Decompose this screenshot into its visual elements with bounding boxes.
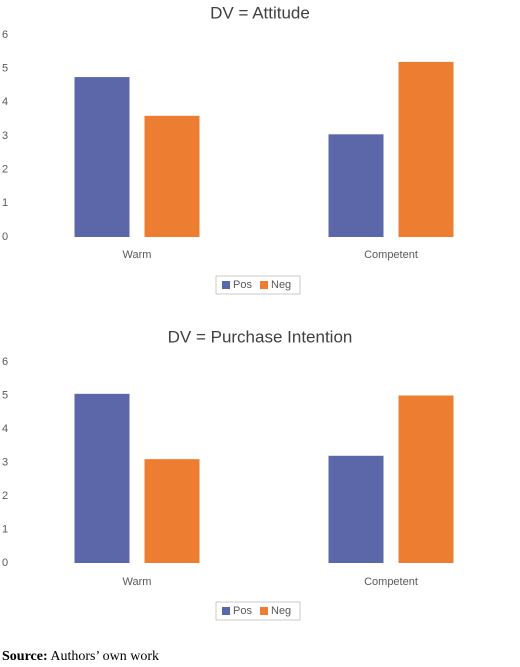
x-tick-label: Warm xyxy=(123,576,152,588)
y-tick-label: 3 xyxy=(2,456,8,468)
y-tick-label: 4 xyxy=(2,423,8,435)
y-tick-label: 6 xyxy=(2,356,8,368)
source-text: Authors’ own work xyxy=(50,649,159,664)
x-tick-label: Competent xyxy=(364,576,418,588)
legend-box xyxy=(215,275,301,295)
y-tick-label: 5 xyxy=(2,63,8,75)
legend-label: Neg xyxy=(271,605,291,617)
legend-swatch xyxy=(260,281,268,289)
y-tick-label: 1 xyxy=(2,523,8,535)
y-tick-label: 5 xyxy=(2,389,8,401)
bar xyxy=(74,393,130,563)
bar xyxy=(398,61,454,237)
legend-swatch xyxy=(260,607,268,615)
source: Source: Authors’ own work xyxy=(2,649,159,664)
legend-swatch xyxy=(222,607,230,615)
x-tick-label: Competent xyxy=(364,249,418,261)
bar xyxy=(328,455,384,563)
y-tick-label: 2 xyxy=(2,490,8,502)
y-tick-label: 6 xyxy=(2,29,8,41)
y-tick-label: 4 xyxy=(2,96,8,108)
y-tick-label: 3 xyxy=(2,130,8,142)
y-tick-label: 0 xyxy=(2,231,8,243)
bar xyxy=(74,77,130,237)
bar xyxy=(328,134,384,237)
legend-label: Pos xyxy=(233,279,252,291)
y-tick-label: 2 xyxy=(2,164,8,176)
y-tick-label: 1 xyxy=(2,197,8,209)
legend-box xyxy=(215,601,301,621)
legend-swatch xyxy=(222,281,230,289)
chart-title: DV = Attitude xyxy=(210,3,310,22)
x-tick-label: Warm xyxy=(123,249,152,261)
bar xyxy=(144,115,200,237)
y-tick-label: 0 xyxy=(2,557,8,569)
legend-label: Pos xyxy=(233,605,252,617)
legend-label: Neg xyxy=(271,279,291,291)
bar xyxy=(144,459,200,563)
bar xyxy=(398,395,454,563)
chart-title: DV = Purchase Intention xyxy=(168,327,353,346)
source-label: Source: xyxy=(2,649,48,664)
